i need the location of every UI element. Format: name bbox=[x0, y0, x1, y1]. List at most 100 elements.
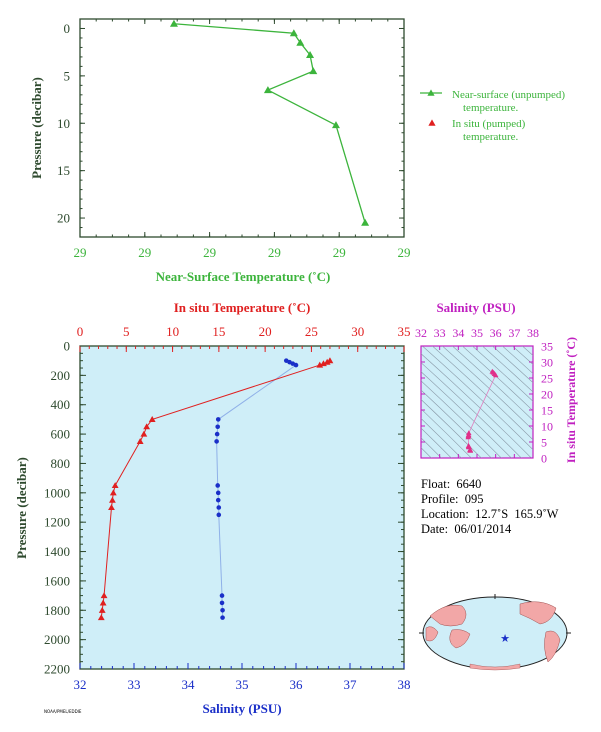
ts-y-tick-label: 35 bbox=[541, 340, 553, 354]
temperature-tick-label: 30 bbox=[351, 324, 364, 339]
salinity-point bbox=[216, 512, 222, 518]
float-line: Float: 6640 bbox=[421, 477, 482, 491]
ts-x-tick-label: 35 bbox=[471, 326, 483, 340]
main-plot-frame bbox=[79, 345, 405, 670]
pressure-tick-label: 400 bbox=[51, 397, 71, 412]
salinity-point bbox=[293, 362, 299, 368]
density-contour bbox=[521, 346, 533, 356]
ts-point bbox=[467, 447, 474, 453]
locator-map: ★ bbox=[419, 594, 571, 671]
salinity-point bbox=[215, 490, 221, 496]
density-contour bbox=[501, 346, 533, 374]
ts-y-tick-label: 15 bbox=[541, 404, 553, 418]
near-surface-point bbox=[296, 38, 305, 46]
top-y-tick-label: 15 bbox=[57, 163, 70, 178]
top-x-tick-label: 29 bbox=[138, 245, 151, 260]
legend-marker-near-surface bbox=[427, 89, 435, 96]
salinity-point bbox=[220, 615, 225, 620]
profile-line: Profile: 095 bbox=[421, 492, 484, 506]
temperature-point bbox=[109, 496, 116, 503]
ts-point bbox=[492, 372, 499, 378]
temperature-point bbox=[111, 482, 119, 489]
ts-y-tick-label: 5 bbox=[541, 436, 547, 450]
pressure-tick-label: 600 bbox=[51, 427, 71, 442]
density-contour bbox=[451, 346, 533, 421]
location-line: Location: 12.7˚S 165.9˚W bbox=[421, 507, 559, 521]
temperature-point bbox=[136, 438, 144, 444]
temperature-tick-label: 0 bbox=[77, 324, 84, 339]
top-x-tick-label: 29 bbox=[333, 245, 346, 260]
density-contour bbox=[491, 346, 533, 384]
temperature-point bbox=[98, 606, 106, 613]
map-land-asia bbox=[429, 604, 467, 627]
date-line: Date: 06/01/2014 bbox=[421, 522, 512, 536]
legend-label-in-situ: In situ (pumped) bbox=[452, 118, 526, 130]
near-surface-point bbox=[361, 218, 370, 226]
ts-y-tick-label: 25 bbox=[541, 372, 553, 386]
near-surface-point bbox=[169, 19, 178, 27]
density-contour bbox=[421, 380, 502, 458]
ts-y-tick-label: 0 bbox=[541, 452, 547, 466]
pressure-axis-label: Pressure (decibar) bbox=[14, 457, 29, 559]
credit-text: NOAA/PMEL/EDDIE bbox=[44, 709, 82, 714]
temperature-point bbox=[148, 416, 156, 422]
legend-label-near-surface: Near-surface (unpumped) bbox=[452, 89, 565, 101]
ts-x-tick-label: 34 bbox=[452, 326, 464, 340]
ts-y-axis-label: In situ Temperature (˚C) bbox=[564, 337, 578, 463]
temperature-point bbox=[108, 504, 115, 511]
near-surface-point bbox=[331, 121, 340, 129]
top-x-tick-label: 29 bbox=[398, 245, 411, 260]
temperature-point bbox=[320, 360, 327, 367]
temperature-axis-label: In situ Temperature (˚C) bbox=[174, 300, 311, 315]
ts-x-tick-label: 36 bbox=[490, 326, 502, 340]
density-contour bbox=[421, 346, 533, 451]
top-y-tick-label: 5 bbox=[64, 68, 71, 83]
pressure-tick-label: 200 bbox=[51, 368, 71, 383]
salinity-tick-label: 33 bbox=[128, 677, 141, 692]
salinity-point bbox=[216, 505, 222, 510]
temperature-point bbox=[143, 423, 151, 430]
temperature-tick-label: 15 bbox=[212, 324, 225, 339]
ts-x-tick-label: 33 bbox=[434, 326, 446, 340]
ts-y-tick-label: 10 bbox=[541, 420, 553, 434]
pressure-tick-label: 0 bbox=[64, 339, 71, 354]
map-land-australia bbox=[449, 629, 471, 649]
salinity-point bbox=[219, 600, 225, 606]
salinity-point bbox=[215, 497, 221, 503]
ts-y-tick-label: 30 bbox=[541, 356, 553, 370]
density-contour bbox=[441, 346, 533, 431]
salinity-point bbox=[214, 431, 220, 437]
pressure-tick-label: 800 bbox=[51, 456, 71, 471]
top-x-tick-label: 29 bbox=[74, 245, 87, 260]
legend-label-near-surface-2: temperature. bbox=[463, 102, 519, 114]
salinity-axis-label: Salinity (PSU) bbox=[202, 701, 281, 716]
temperature-point bbox=[316, 361, 324, 368]
salinity-tick-label: 36 bbox=[290, 677, 304, 692]
salinity-point bbox=[220, 607, 225, 613]
pressure-tick-label: 1200 bbox=[44, 515, 70, 530]
near-surface-point bbox=[289, 29, 298, 37]
salinity-tick-label: 32 bbox=[74, 677, 87, 692]
pressure-tick-label: 1000 bbox=[44, 485, 70, 500]
salinity-point bbox=[215, 417, 221, 422]
top-plot-frame bbox=[79, 18, 405, 238]
temperature-point bbox=[109, 489, 117, 496]
density-contour bbox=[511, 346, 533, 365]
top-x-tick-label: 29 bbox=[268, 245, 281, 260]
top-y-tick-label: 10 bbox=[57, 116, 70, 131]
top-x-axis-label: Near-Surface Temperature (˚C) bbox=[156, 269, 331, 284]
temperature-point bbox=[97, 614, 105, 621]
pressure-tick-label: 1800 bbox=[44, 603, 70, 618]
map-land-antarctica bbox=[469, 663, 521, 671]
map-land-north-america bbox=[519, 601, 557, 625]
float-location-marker: ★ bbox=[500, 632, 510, 645]
ts-x-axis-label: Salinity (PSU) bbox=[436, 300, 515, 315]
map-land-south-america bbox=[544, 630, 561, 663]
top-y-axis-label: Pressure (decibar) bbox=[29, 77, 44, 179]
salinity-point bbox=[215, 424, 220, 430]
temperature-point bbox=[140, 430, 148, 437]
legend-label-in-situ-2: temperature. bbox=[463, 131, 519, 143]
top-y-tick-label: 0 bbox=[64, 21, 71, 36]
density-contour bbox=[471, 346, 533, 402]
